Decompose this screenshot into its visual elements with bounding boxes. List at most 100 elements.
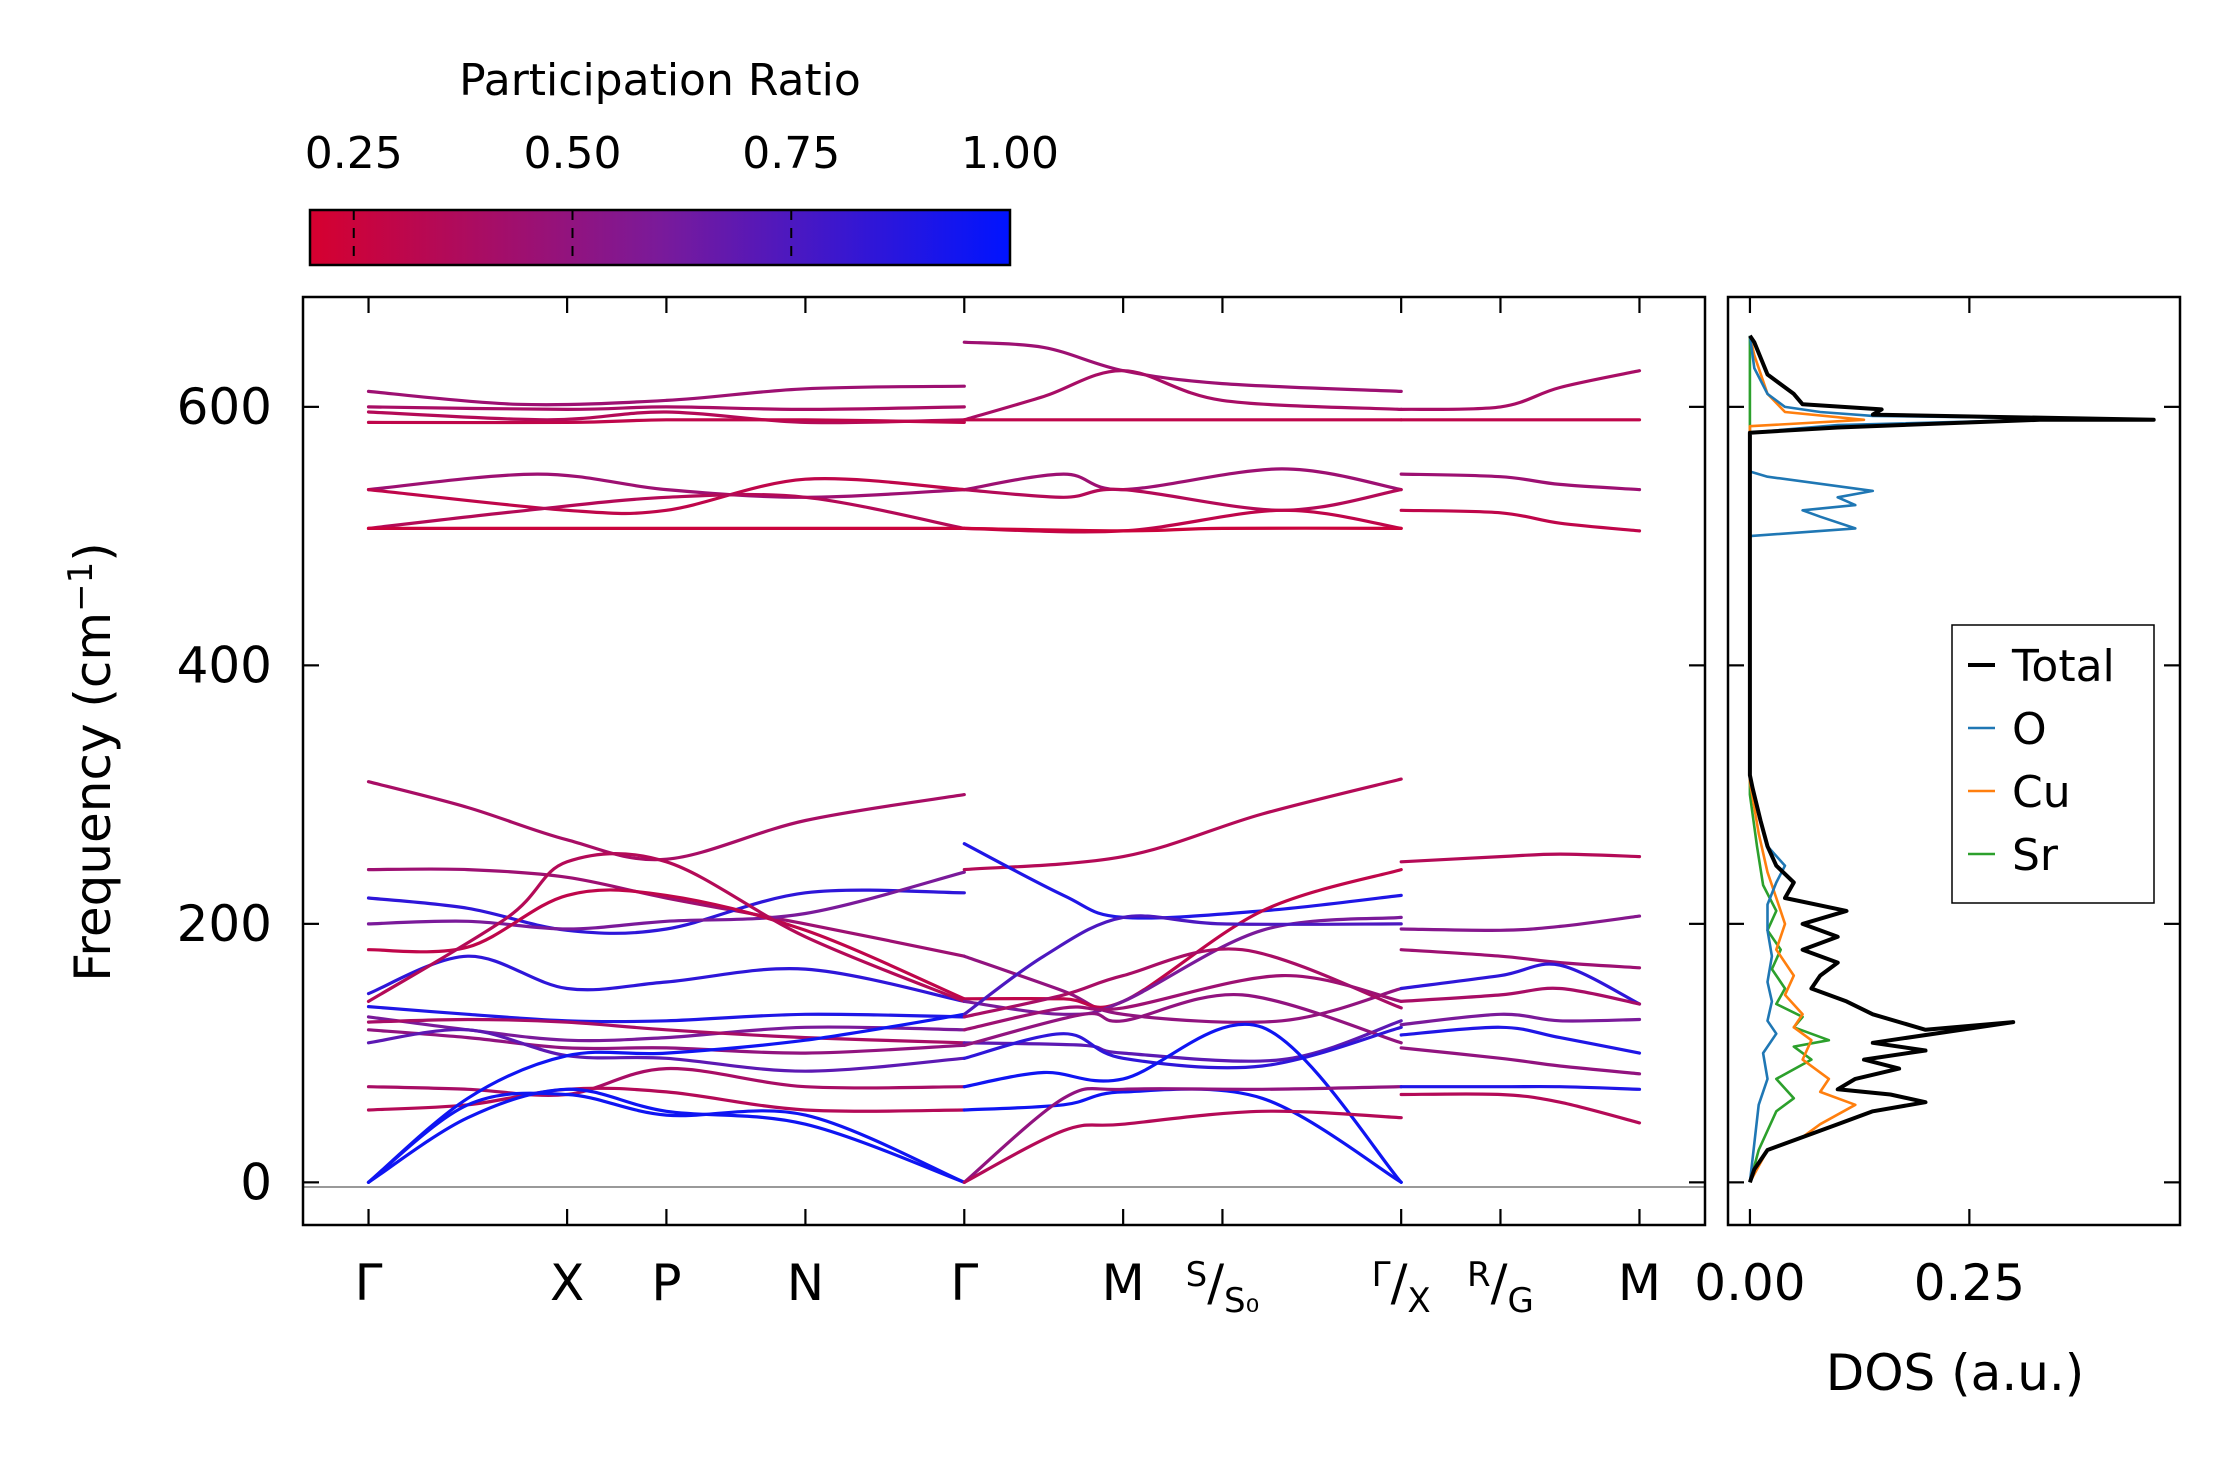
k-point-label: N bbox=[787, 1254, 824, 1312]
band-branch bbox=[366, 1005, 966, 1024]
band-branch bbox=[962, 369, 1403, 422]
band-branch bbox=[366, 867, 966, 958]
k-point-labels: Γ X P N Γ M S/S₀ Γ/X R/G M bbox=[355, 1254, 1661, 1321]
colorbar-tick-label: 0.50 bbox=[524, 128, 622, 179]
k-point-label: Γ/X bbox=[1372, 1254, 1431, 1321]
band-branch bbox=[962, 1109, 1403, 1184]
band-branch bbox=[1399, 1025, 1642, 1055]
dos-axis-ticks: 0.00 0.25 bbox=[1694, 297, 2180, 1312]
band-branch bbox=[366, 405, 966, 412]
band-branch bbox=[962, 340, 1403, 393]
band-branch bbox=[366, 780, 966, 862]
band-branch bbox=[366, 870, 966, 931]
band-branch bbox=[366, 410, 966, 425]
band-branch bbox=[366, 1087, 966, 1184]
band-branch bbox=[962, 947, 1403, 1019]
k-point-label: S/S₀ bbox=[1186, 1254, 1260, 1321]
band-branch bbox=[366, 954, 966, 1003]
band-branch bbox=[962, 973, 1403, 1032]
band-branch bbox=[962, 914, 1403, 1016]
band-branch bbox=[1399, 369, 1642, 411]
dos-line-sr bbox=[1748, 335, 1831, 1183]
colorbar-tick-label: 0.25 bbox=[305, 128, 403, 179]
band-branch bbox=[366, 888, 966, 1001]
dos-panel: 0.00 0.25 DOS (a.u.) Total O Cu Sr bbox=[1694, 295, 2182, 1402]
band-branch bbox=[962, 1025, 1403, 1070]
band-branch bbox=[366, 492, 966, 530]
band-structure-panel: Γ X P N Γ M S/S₀ Γ/X R/G M 0 200 400 600 Frequency (… bbox=[61, 295, 1707, 1321]
band-branch bbox=[366, 1066, 966, 1097]
band-branch bbox=[366, 888, 966, 935]
dos-x-tick-label: 0.00 bbox=[1694, 1254, 1805, 1312]
dos-lines bbox=[1747, 334, 2156, 1183]
dos-line-cu bbox=[1748, 335, 1866, 1183]
band-branch bbox=[962, 487, 1403, 512]
dos-x-tick-label: 0.25 bbox=[1914, 1254, 2025, 1312]
k-point-label: M bbox=[1618, 1254, 1661, 1312]
colorbar-ticks: 0.25 0.50 0.75 1.00 bbox=[305, 128, 1059, 265]
band-plot-frame bbox=[301, 295, 1707, 1227]
band-branch bbox=[962, 915, 1403, 1016]
k-point-label: X bbox=[550, 1254, 584, 1312]
y-axis-label-close: ) bbox=[64, 542, 122, 562]
colorbar: Participation Ratio 0.25 0.50 0.75 1.00 bbox=[305, 55, 1059, 267]
colorbar-tick-label: 0.75 bbox=[742, 128, 840, 179]
band-branch bbox=[366, 384, 966, 407]
band-branch bbox=[1399, 1012, 1642, 1027]
band-branch bbox=[366, 1012, 966, 1184]
k-point-label: R/G bbox=[1467, 1254, 1534, 1321]
band-branch bbox=[366, 1091, 966, 1184]
band-branch bbox=[1399, 1084, 1642, 1091]
legend-label-sr: Sr bbox=[2012, 830, 2059, 881]
legend-label-cu: Cu bbox=[2012, 767, 2071, 818]
band-branch bbox=[1399, 852, 1642, 864]
band-branch bbox=[962, 992, 1403, 1047]
k-point-label: M bbox=[1102, 1254, 1145, 1312]
dos-plot-frame bbox=[1726, 295, 2182, 1227]
band-branch bbox=[1399, 508, 1642, 533]
y-tick-label: 0 bbox=[240, 1153, 272, 1211]
legend: Total O Cu Sr bbox=[1951, 624, 2155, 904]
band-branch bbox=[1399, 1092, 1642, 1125]
band-branch bbox=[1399, 1046, 1642, 1076]
band-branch bbox=[366, 477, 966, 516]
colorbar-title: Participation Ratio bbox=[459, 55, 861, 106]
colorbar-tick-label: 1.00 bbox=[961, 128, 1059, 179]
band-branch bbox=[1399, 948, 1642, 970]
band-branch bbox=[962, 1019, 1403, 1063]
k-point-label: P bbox=[651, 1254, 681, 1312]
band-branch bbox=[962, 842, 1403, 920]
y-tick-label: 200 bbox=[177, 895, 272, 953]
band-branch bbox=[366, 1017, 966, 1045]
band-branch bbox=[366, 1027, 966, 1073]
band-branch bbox=[366, 1028, 966, 1055]
band-branch bbox=[962, 467, 1403, 492]
band-branch bbox=[366, 472, 966, 499]
band-branch bbox=[962, 868, 1403, 1009]
band-lines bbox=[366, 340, 1642, 1184]
band-branch bbox=[1399, 914, 1642, 932]
band-branch bbox=[962, 1087, 1403, 1184]
y-tick-label: 400 bbox=[177, 636, 272, 694]
k-point-label: Γ bbox=[950, 1254, 978, 1312]
band-branch bbox=[1399, 472, 1642, 492]
band-branch bbox=[962, 526, 1403, 533]
y-tick-labels: 0 200 400 600 bbox=[177, 378, 272, 1211]
band-branch bbox=[1399, 962, 1642, 1006]
band-axis-ticks bbox=[303, 297, 1705, 1225]
band-branch bbox=[366, 852, 966, 1003]
band-branch bbox=[962, 777, 1403, 872]
colorbar-gradient bbox=[308, 208, 1012, 267]
band-branch bbox=[1399, 986, 1642, 1006]
y-axis-label-sup: −1 bbox=[61, 562, 101, 612]
y-axis-label: Frequency (cm−1) bbox=[61, 542, 122, 982]
legend-label-o: O bbox=[2012, 704, 2047, 755]
band-branch bbox=[366, 417, 966, 425]
y-tick-label: 600 bbox=[177, 378, 272, 436]
dos-line-total bbox=[1747, 334, 2156, 1183]
dos-x-axis-label: DOS (a.u.) bbox=[1826, 1344, 2085, 1402]
k-point-label: Γ bbox=[355, 1254, 383, 1312]
legend-items: Total O Cu Sr bbox=[1968, 641, 2115, 881]
legend-box bbox=[1951, 624, 2155, 904]
